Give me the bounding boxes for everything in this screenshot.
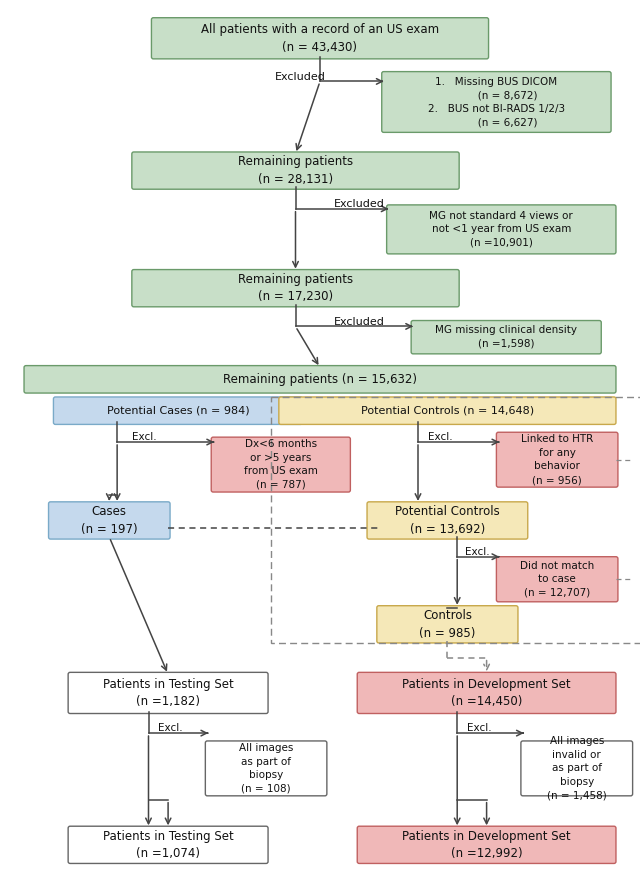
- FancyBboxPatch shape: [68, 826, 268, 863]
- Text: Excluded: Excluded: [334, 199, 385, 209]
- Text: Remaining patients
(n = 17,230): Remaining patients (n = 17,230): [238, 273, 353, 303]
- Text: Did not match
to case
(n = 12,707): Did not match to case (n = 12,707): [520, 561, 595, 597]
- Text: Excl.: Excl.: [428, 432, 452, 442]
- Text: All images
invalid or
as part of
biopsy
(n = 1,458): All images invalid or as part of biopsy …: [547, 736, 607, 801]
- Text: Cases
(n = 197): Cases (n = 197): [81, 505, 138, 536]
- Text: Remaining patients
(n = 28,131): Remaining patients (n = 28,131): [238, 156, 353, 186]
- FancyBboxPatch shape: [377, 605, 518, 643]
- Text: Patients in Testing Set
(n =1,074): Patients in Testing Set (n =1,074): [103, 829, 234, 860]
- Text: Excl.: Excl.: [132, 432, 156, 442]
- FancyBboxPatch shape: [411, 321, 601, 354]
- Text: Remaining patients (n = 15,632): Remaining patients (n = 15,632): [223, 372, 417, 386]
- FancyBboxPatch shape: [68, 672, 268, 714]
- Text: Excl.: Excl.: [467, 724, 492, 733]
- FancyBboxPatch shape: [205, 741, 327, 796]
- FancyBboxPatch shape: [387, 204, 616, 254]
- Text: MG missing clinical density
(n =1,598): MG missing clinical density (n =1,598): [435, 325, 577, 349]
- FancyBboxPatch shape: [497, 432, 618, 487]
- FancyBboxPatch shape: [381, 72, 611, 132]
- Text: Patients in Testing Set
(n =1,182): Patients in Testing Set (n =1,182): [103, 677, 234, 709]
- Text: Excl.: Excl.: [158, 724, 183, 733]
- FancyBboxPatch shape: [49, 501, 170, 539]
- FancyBboxPatch shape: [357, 826, 616, 863]
- Text: Potential Controls (n = 14,648): Potential Controls (n = 14,648): [361, 405, 534, 416]
- FancyBboxPatch shape: [24, 365, 616, 393]
- FancyBboxPatch shape: [132, 269, 459, 307]
- Text: Excluded: Excluded: [275, 71, 326, 82]
- Text: Potential Cases (n = 984): Potential Cases (n = 984): [107, 405, 249, 416]
- FancyBboxPatch shape: [132, 152, 459, 189]
- Text: All patients with a record of an US exam
(n = 43,430): All patients with a record of an US exam…: [201, 23, 439, 53]
- Text: Potential Controls
(n = 13,692): Potential Controls (n = 13,692): [395, 505, 500, 536]
- Text: MG not standard 4 views or
not <1 year from US exam
(n =10,901): MG not standard 4 views or not <1 year f…: [429, 211, 573, 248]
- FancyBboxPatch shape: [357, 672, 616, 714]
- Text: Controls
(n = 985): Controls (n = 985): [419, 609, 476, 639]
- Text: Dx<6 months
or >5 years
from US exam
(n = 787): Dx<6 months or >5 years from US exam (n …: [244, 439, 317, 490]
- Text: Excl.: Excl.: [465, 547, 490, 557]
- Text: Excluded: Excluded: [334, 316, 385, 326]
- FancyBboxPatch shape: [152, 18, 488, 59]
- FancyBboxPatch shape: [211, 437, 350, 492]
- FancyBboxPatch shape: [497, 557, 618, 602]
- Text: All images
as part of
biopsy
(n = 108): All images as part of biopsy (n = 108): [239, 743, 293, 794]
- Text: Patients in Development Set
(n =14,450): Patients in Development Set (n =14,450): [403, 677, 571, 709]
- Text: 1.   Missing BUS DICOM
       (n = 8,672)
2.   BUS not BI-RADS 1/2/3
       (n =: 1. Missing BUS DICOM (n = 8,672) 2. BUS …: [428, 76, 565, 127]
- Text: Linked to HTR
for any
behavior
(n = 956): Linked to HTR for any behavior (n = 956): [521, 435, 593, 485]
- FancyBboxPatch shape: [279, 397, 616, 424]
- FancyBboxPatch shape: [54, 397, 302, 424]
- FancyBboxPatch shape: [367, 501, 528, 539]
- FancyBboxPatch shape: [521, 741, 632, 796]
- Text: Patients in Development Set
(n =12,992): Patients in Development Set (n =12,992): [403, 829, 571, 860]
